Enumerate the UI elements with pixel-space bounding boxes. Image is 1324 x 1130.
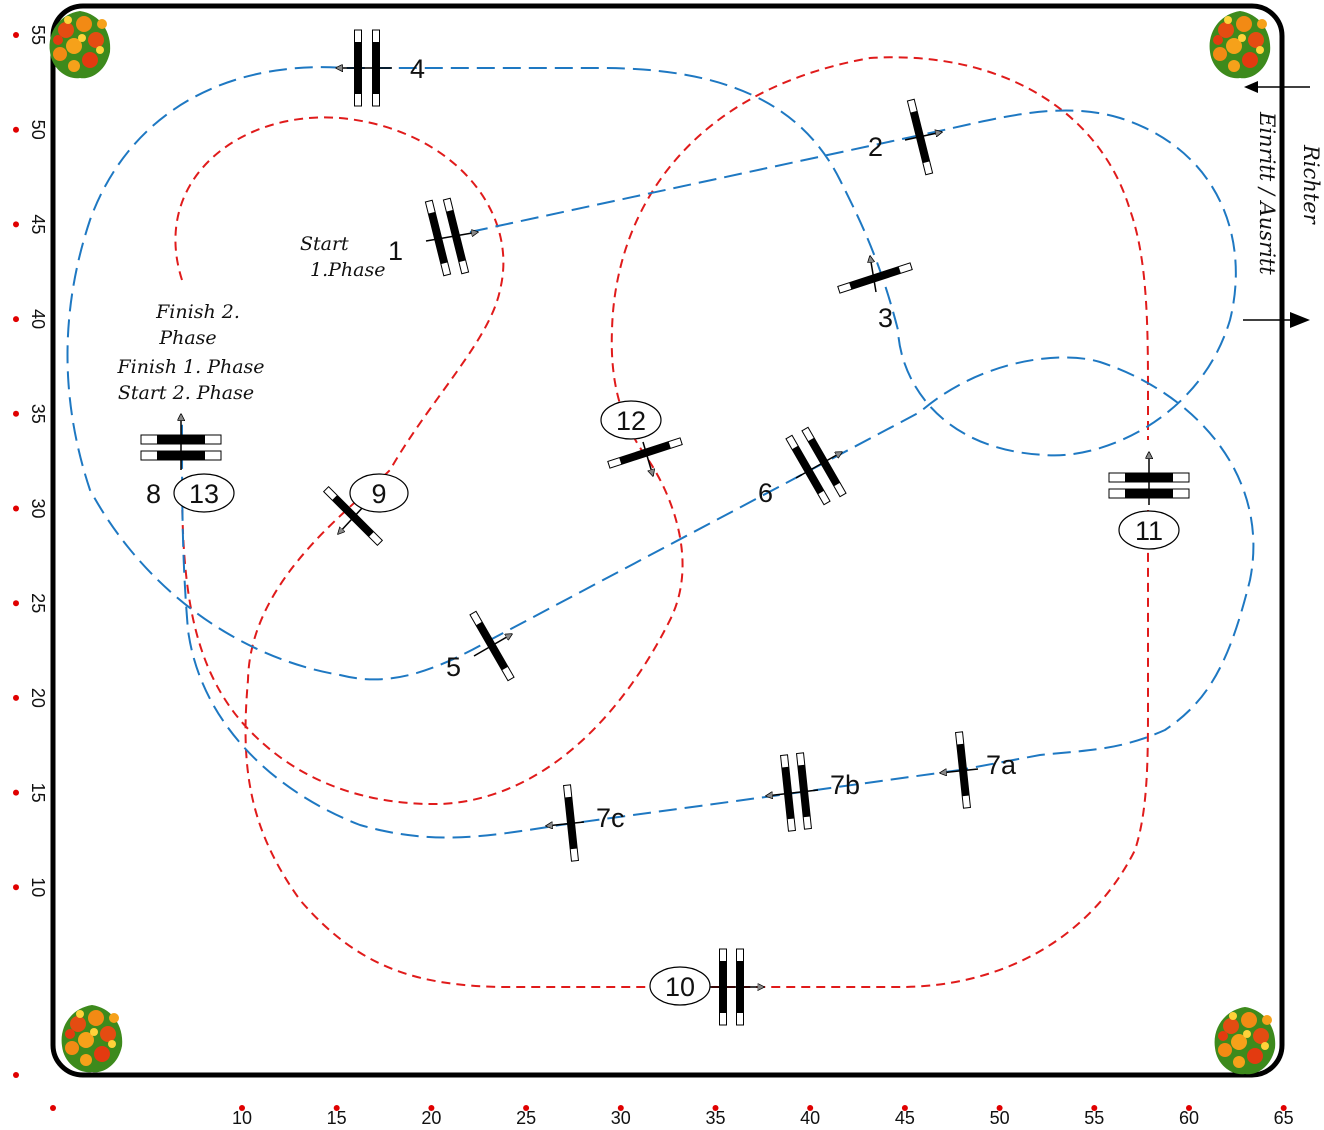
obstacle-label-4: 4 — [410, 54, 425, 84]
obstacle-7b: 7b — [766, 752, 860, 832]
y-tick-marker — [13, 884, 19, 891]
obstacle-9: 9 — [323, 473, 409, 546]
obstacle-7c: 7c — [546, 784, 625, 862]
obstacle-3: 3 — [837, 256, 913, 333]
finish-phase1-text: Finish 1. Phase — [116, 356, 264, 378]
x-tick-label: 35 — [705, 1108, 725, 1128]
x-tick-marker — [333, 1105, 340, 1111]
x-tick-marker — [1186, 1105, 1192, 1111]
y-tick-label: 45 — [28, 214, 48, 234]
obstacle-label-7b: 7b — [830, 770, 860, 800]
start-phase1-text: Start — [300, 233, 349, 255]
y-tick-marker — [13, 126, 19, 133]
x-tick-marker — [523, 1105, 530, 1111]
y-axis: 55 50 45 40 35 30 25 20 15 10 — [13, 25, 48, 897]
start-phase1-text-line2: 1.Phase — [310, 259, 385, 281]
obstacle-11: 11 — [1108, 452, 1190, 550]
x-tick-marker — [712, 1105, 719, 1111]
arena-border — [50, 3, 1285, 1078]
x-tick-label: 50 — [990, 1108, 1010, 1128]
obstacle-4: 4 — [336, 29, 425, 107]
y-tick-marker — [13, 316, 19, 323]
x-tick-marker — [617, 1105, 624, 1111]
y-tick-label: 40 — [28, 309, 48, 329]
x-tick-label: 60 — [1179, 1108, 1199, 1128]
x-tick-marker — [428, 1105, 435, 1111]
y-tick-label: 35 — [28, 404, 48, 424]
x-tick-marker — [996, 1105, 1003, 1111]
obstacle-7a: 7a — [940, 731, 1017, 809]
x-tick-marker — [239, 1105, 245, 1111]
obstacle-label-10: 10 — [665, 972, 695, 1002]
x-tick-label: 20 — [421, 1108, 441, 1128]
obstacle-6: 6 — [758, 426, 847, 508]
phase1-route — [66, 66, 1255, 839]
x-tick-label: 55 — [1084, 1108, 1104, 1128]
obstacle-10: 10 — [649, 948, 764, 1026]
obstacle-2: 2 — [868, 98, 942, 176]
x-tick-label: 65 — [1274, 1108, 1294, 1128]
y-tick-marker — [13, 505, 19, 512]
x-tick-label: 15 — [327, 1108, 347, 1128]
obstacle-label-11: 11 — [1135, 516, 1163, 546]
obstacle-label-2: 2 — [868, 132, 883, 162]
obstacle-label-7c: 7c — [596, 803, 625, 833]
start-phase2-text: Start 2. Phase — [118, 382, 254, 404]
flower-decoration-icon — [1214, 1007, 1276, 1075]
y-tick-label: 55 — [28, 25, 48, 45]
y-tick-marker — [13, 410, 19, 417]
phase2-route — [174, 56, 1149, 988]
x-tick-marker — [1091, 1105, 1098, 1111]
obstacle-label-9: 9 — [371, 479, 386, 509]
x-tick-marker — [901, 1105, 908, 1111]
y-tick-label: 20 — [28, 688, 48, 708]
obstacle-label-13: 13 — [189, 479, 219, 509]
obstacle-label-5: 5 — [446, 652, 461, 682]
obstacle-8-13: 8 13 — [140, 414, 235, 513]
entrance-arrows — [1243, 81, 1310, 328]
y-tick-label: 30 — [28, 498, 48, 518]
obstacle-1: 1 — [388, 197, 478, 277]
y-tick-marker — [13, 32, 19, 38]
obstacle-label-7a: 7a — [986, 750, 1017, 780]
y-tick-label: 50 — [28, 120, 48, 140]
y-tick-marker — [13, 600, 19, 607]
x-tick-marker — [1280, 1105, 1287, 1111]
obstacle-12: 12 — [600, 400, 683, 476]
finish-phase2-text-line2: Phase — [158, 327, 216, 349]
finish-phase2-text: Finish 2. — [155, 301, 240, 323]
flower-decoration-icon — [1209, 11, 1271, 79]
y-tick-label: 25 — [28, 593, 48, 613]
obstacle-label-1: 1 — [388, 236, 403, 266]
y-tick-marker — [13, 694, 19, 701]
obstacle-label-12: 12 — [616, 406, 646, 436]
flower-decoration-icon — [61, 1005, 123, 1073]
y-tick-label: 15 — [28, 783, 48, 803]
entrance-exit-label: Einritt / Ausritt — [1255, 111, 1279, 275]
x-tick-marker — [807, 1105, 814, 1111]
obstacle-label-3: 3 — [878, 303, 893, 333]
y-tick-marker — [13, 221, 19, 228]
obstacle-label-6: 6 — [758, 478, 773, 508]
y-tick-label: 10 — [28, 877, 48, 897]
obstacle-5: 5 — [446, 610, 515, 682]
x-tick-label: 40 — [800, 1108, 820, 1128]
x-tick-label: 30 — [611, 1108, 631, 1128]
x-axis: 10 15 20 25 30 35 40 45 50 55 60 65 — [232, 1105, 1294, 1128]
origin-marker — [50, 1105, 56, 1111]
x-tick-label: 25 — [516, 1108, 536, 1128]
origin-marker — [13, 1072, 19, 1078]
y-tick-marker — [13, 789, 19, 796]
obstacle-label-8: 8 — [146, 479, 161, 509]
judge-label: Richter — [1299, 144, 1323, 226]
x-tick-label: 10 — [232, 1108, 252, 1128]
x-tick-label: 45 — [895, 1108, 915, 1128]
